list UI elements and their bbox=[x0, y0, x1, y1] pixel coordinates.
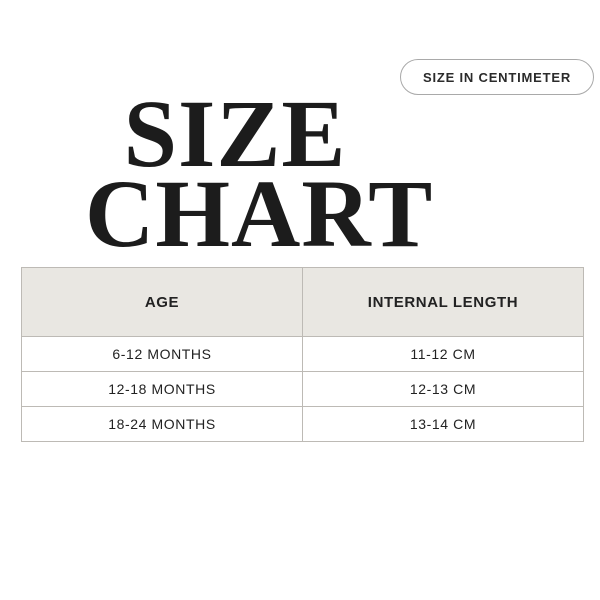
table-row: 18-24 MONTHS 13-14 CM bbox=[21, 406, 584, 442]
internal-length-cell: 13-14 CM bbox=[302, 406, 584, 442]
age-cell: 18-24 MONTHS bbox=[21, 406, 303, 442]
age-cell: 12-18 MONTHS bbox=[21, 371, 303, 407]
page-title-line-1: SIZE bbox=[123, 80, 347, 188]
age-cell: 6-12 MONTHS bbox=[21, 336, 303, 372]
table-row: 12-18 MONTHS 12-13 CM bbox=[21, 371, 584, 407]
size-unit-badge-label: SIZE IN CENTIMETER bbox=[423, 69, 572, 85]
page-title: SIZE CHART bbox=[85, 80, 434, 268]
page-title-line-2: CHART bbox=[85, 160, 434, 268]
column-header-internal-length: INTERNAL LENGTH bbox=[302, 267, 584, 337]
internal-length-cell: 12-13 CM bbox=[302, 371, 584, 407]
size-chart-table: AGE INTERNAL LENGTH 6-12 MONTHS 11-12 CM… bbox=[21, 267, 584, 442]
column-header-age: AGE bbox=[21, 267, 303, 337]
internal-length-cell: 11-12 CM bbox=[302, 336, 584, 372]
size-unit-badge[interactable]: SIZE IN CENTIMETER bbox=[400, 59, 595, 95]
table-row: 6-12 MONTHS 11-12 CM bbox=[21, 336, 584, 372]
table-header-row: AGE INTERNAL LENGTH bbox=[21, 267, 584, 337]
